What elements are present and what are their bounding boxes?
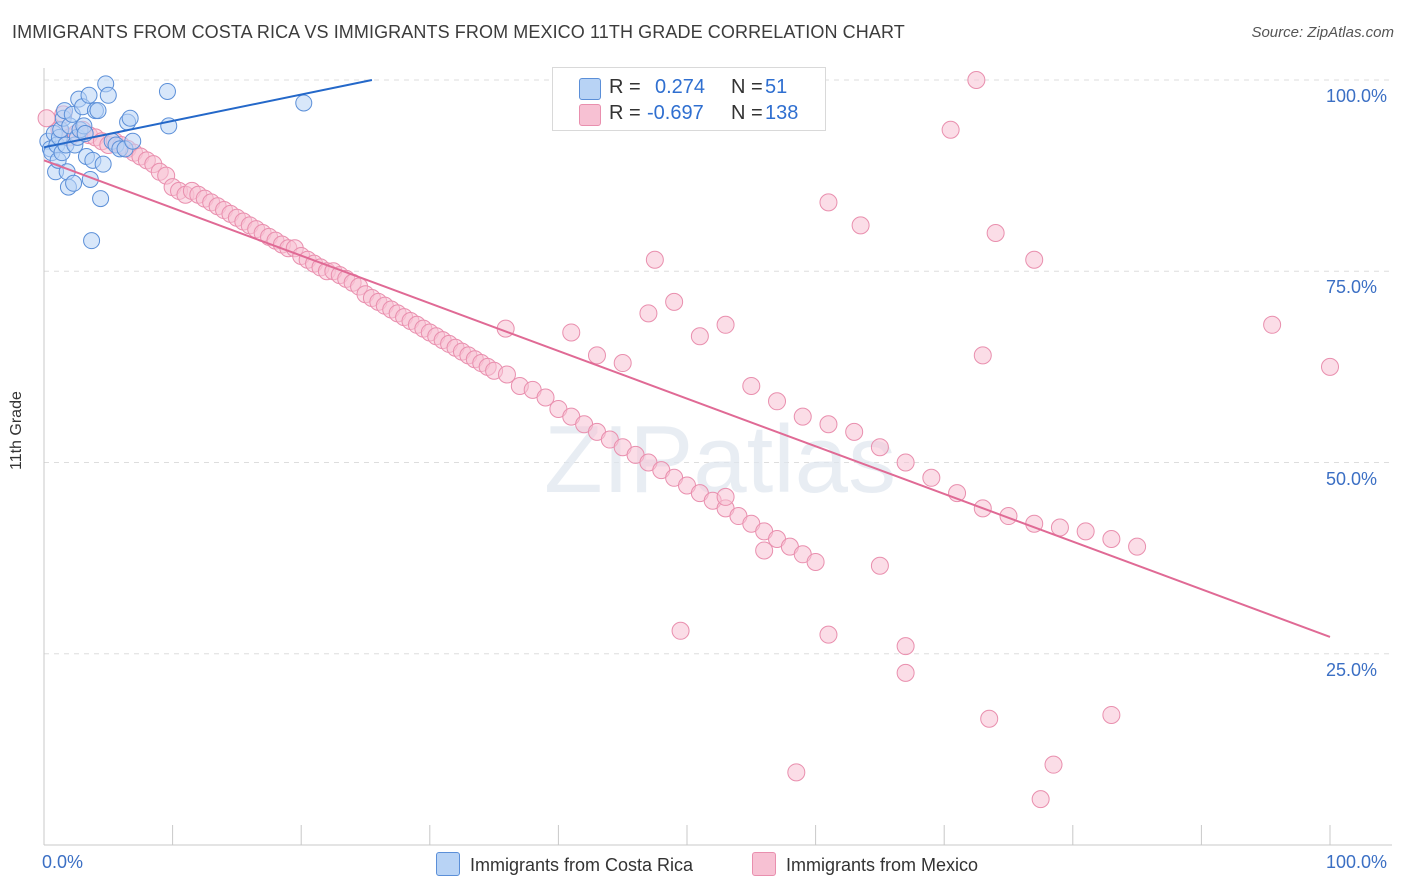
- data-point: [665, 292, 684, 311]
- legend-n-value: 51: [765, 76, 788, 98]
- data-point: [716, 315, 735, 334]
- data-point: [716, 487, 735, 506]
- data-point: [845, 422, 864, 441]
- trend-line-mexico: [43, 159, 1331, 638]
- data-point: [870, 438, 889, 457]
- data-point: [65, 174, 83, 192]
- legend-n-label: N =: [731, 76, 763, 98]
- data-point: [819, 415, 838, 434]
- data-point: [1128, 537, 1147, 556]
- data-point: [158, 82, 176, 100]
- data-point: [1102, 530, 1121, 548]
- data-point: [295, 94, 313, 112]
- data-point: [645, 250, 664, 269]
- legend-swatch-blue: [579, 78, 601, 100]
- chart-source: Source: ZipAtlas.com: [1251, 24, 1394, 41]
- data-point: [1321, 357, 1339, 376]
- y-axis-label: 11th Grade: [8, 391, 25, 470]
- chart-title: IMMIGRANTS FROM COSTA RICA VS IMMIGRANTS…: [12, 22, 905, 42]
- trend-line-costa-rica: [43, 79, 373, 149]
- data-point: [536, 388, 555, 407]
- data-point: [986, 224, 1005, 242]
- data-point: [1050, 518, 1069, 537]
- data-point: [755, 541, 774, 560]
- data-point: [896, 663, 915, 682]
- data-point: [1044, 755, 1063, 774]
- data-point: [896, 637, 915, 656]
- data-point: [1076, 522, 1095, 541]
- x-tick-label-max: 100.0%: [1326, 852, 1388, 872]
- bottom-legend-costa-rica: Immigrants from Costa Rica: [436, 852, 693, 876]
- legend-r-value: 0.274: [655, 76, 706, 98]
- data-point: [124, 132, 142, 150]
- series-mexico-points: [37, 71, 1339, 809]
- data-point: [1263, 315, 1282, 334]
- data-point: [94, 155, 112, 173]
- y-tick-label: 50.0%: [1326, 468, 1378, 489]
- y-tick-label: 75.0%: [1326, 277, 1378, 298]
- data-point: [967, 71, 986, 89]
- data-point: [1025, 250, 1044, 269]
- data-point: [941, 120, 960, 139]
- data-point: [690, 327, 709, 346]
- data-point: [973, 346, 992, 365]
- data-point: [587, 346, 606, 365]
- data-point: [121, 109, 139, 127]
- data-point: [793, 407, 812, 426]
- data-point: [497, 365, 516, 384]
- data-point: [92, 190, 110, 208]
- data-point: [819, 193, 838, 212]
- data-point: [89, 102, 107, 120]
- series-costa-rica-points: [39, 75, 313, 250]
- data-point: [99, 86, 117, 104]
- data-point: [851, 216, 870, 235]
- data-point: [980, 709, 999, 728]
- data-point: [787, 763, 806, 782]
- axes: [43, 68, 1392, 846]
- data-point: [742, 377, 761, 395]
- bottom-legend-label: Immigrants from Costa Rica: [470, 855, 694, 875]
- data-point: [671, 621, 690, 640]
- data-point: [819, 625, 838, 644]
- data-point: [639, 304, 658, 323]
- bottom-legend-mexico: Immigrants from Mexico: [752, 852, 978, 876]
- legend-n-value: 138: [765, 102, 799, 124]
- data-point: [870, 556, 889, 575]
- data-point: [806, 552, 825, 571]
- data-point: [768, 392, 787, 411]
- bottom-legend-label: Immigrants from Mexico: [786, 855, 979, 875]
- bottom-legend-swatch-blue: [436, 852, 460, 876]
- data-point: [83, 232, 101, 250]
- data-point: [1102, 705, 1121, 724]
- y-tick-label: 100.0%: [1326, 86, 1388, 106]
- bottom-legend-swatch-pink: [752, 852, 776, 876]
- y-tick-label: 25.0%: [1326, 659, 1378, 680]
- data-point: [1031, 790, 1050, 809]
- x-tick-label-min: 0.0%: [42, 852, 84, 872]
- data-point: [922, 468, 941, 487]
- correlation-legend: R = 0.274 N = 51 R = -0.697 N = 138: [552, 67, 826, 131]
- data-point: [562, 323, 581, 342]
- legend-swatch-pink: [579, 104, 601, 126]
- trend-lines: [43, 79, 1331, 638]
- data-point: [613, 354, 632, 373]
- legend-r-value: -0.697: [647, 102, 704, 124]
- gridlines: [44, 79, 1392, 655]
- legend-n-label: N =: [731, 102, 763, 124]
- data-point: [80, 86, 98, 104]
- data-point: [896, 453, 915, 472]
- legend-r-label: R =: [609, 102, 641, 124]
- legend-r-label: R =: [609, 76, 641, 98]
